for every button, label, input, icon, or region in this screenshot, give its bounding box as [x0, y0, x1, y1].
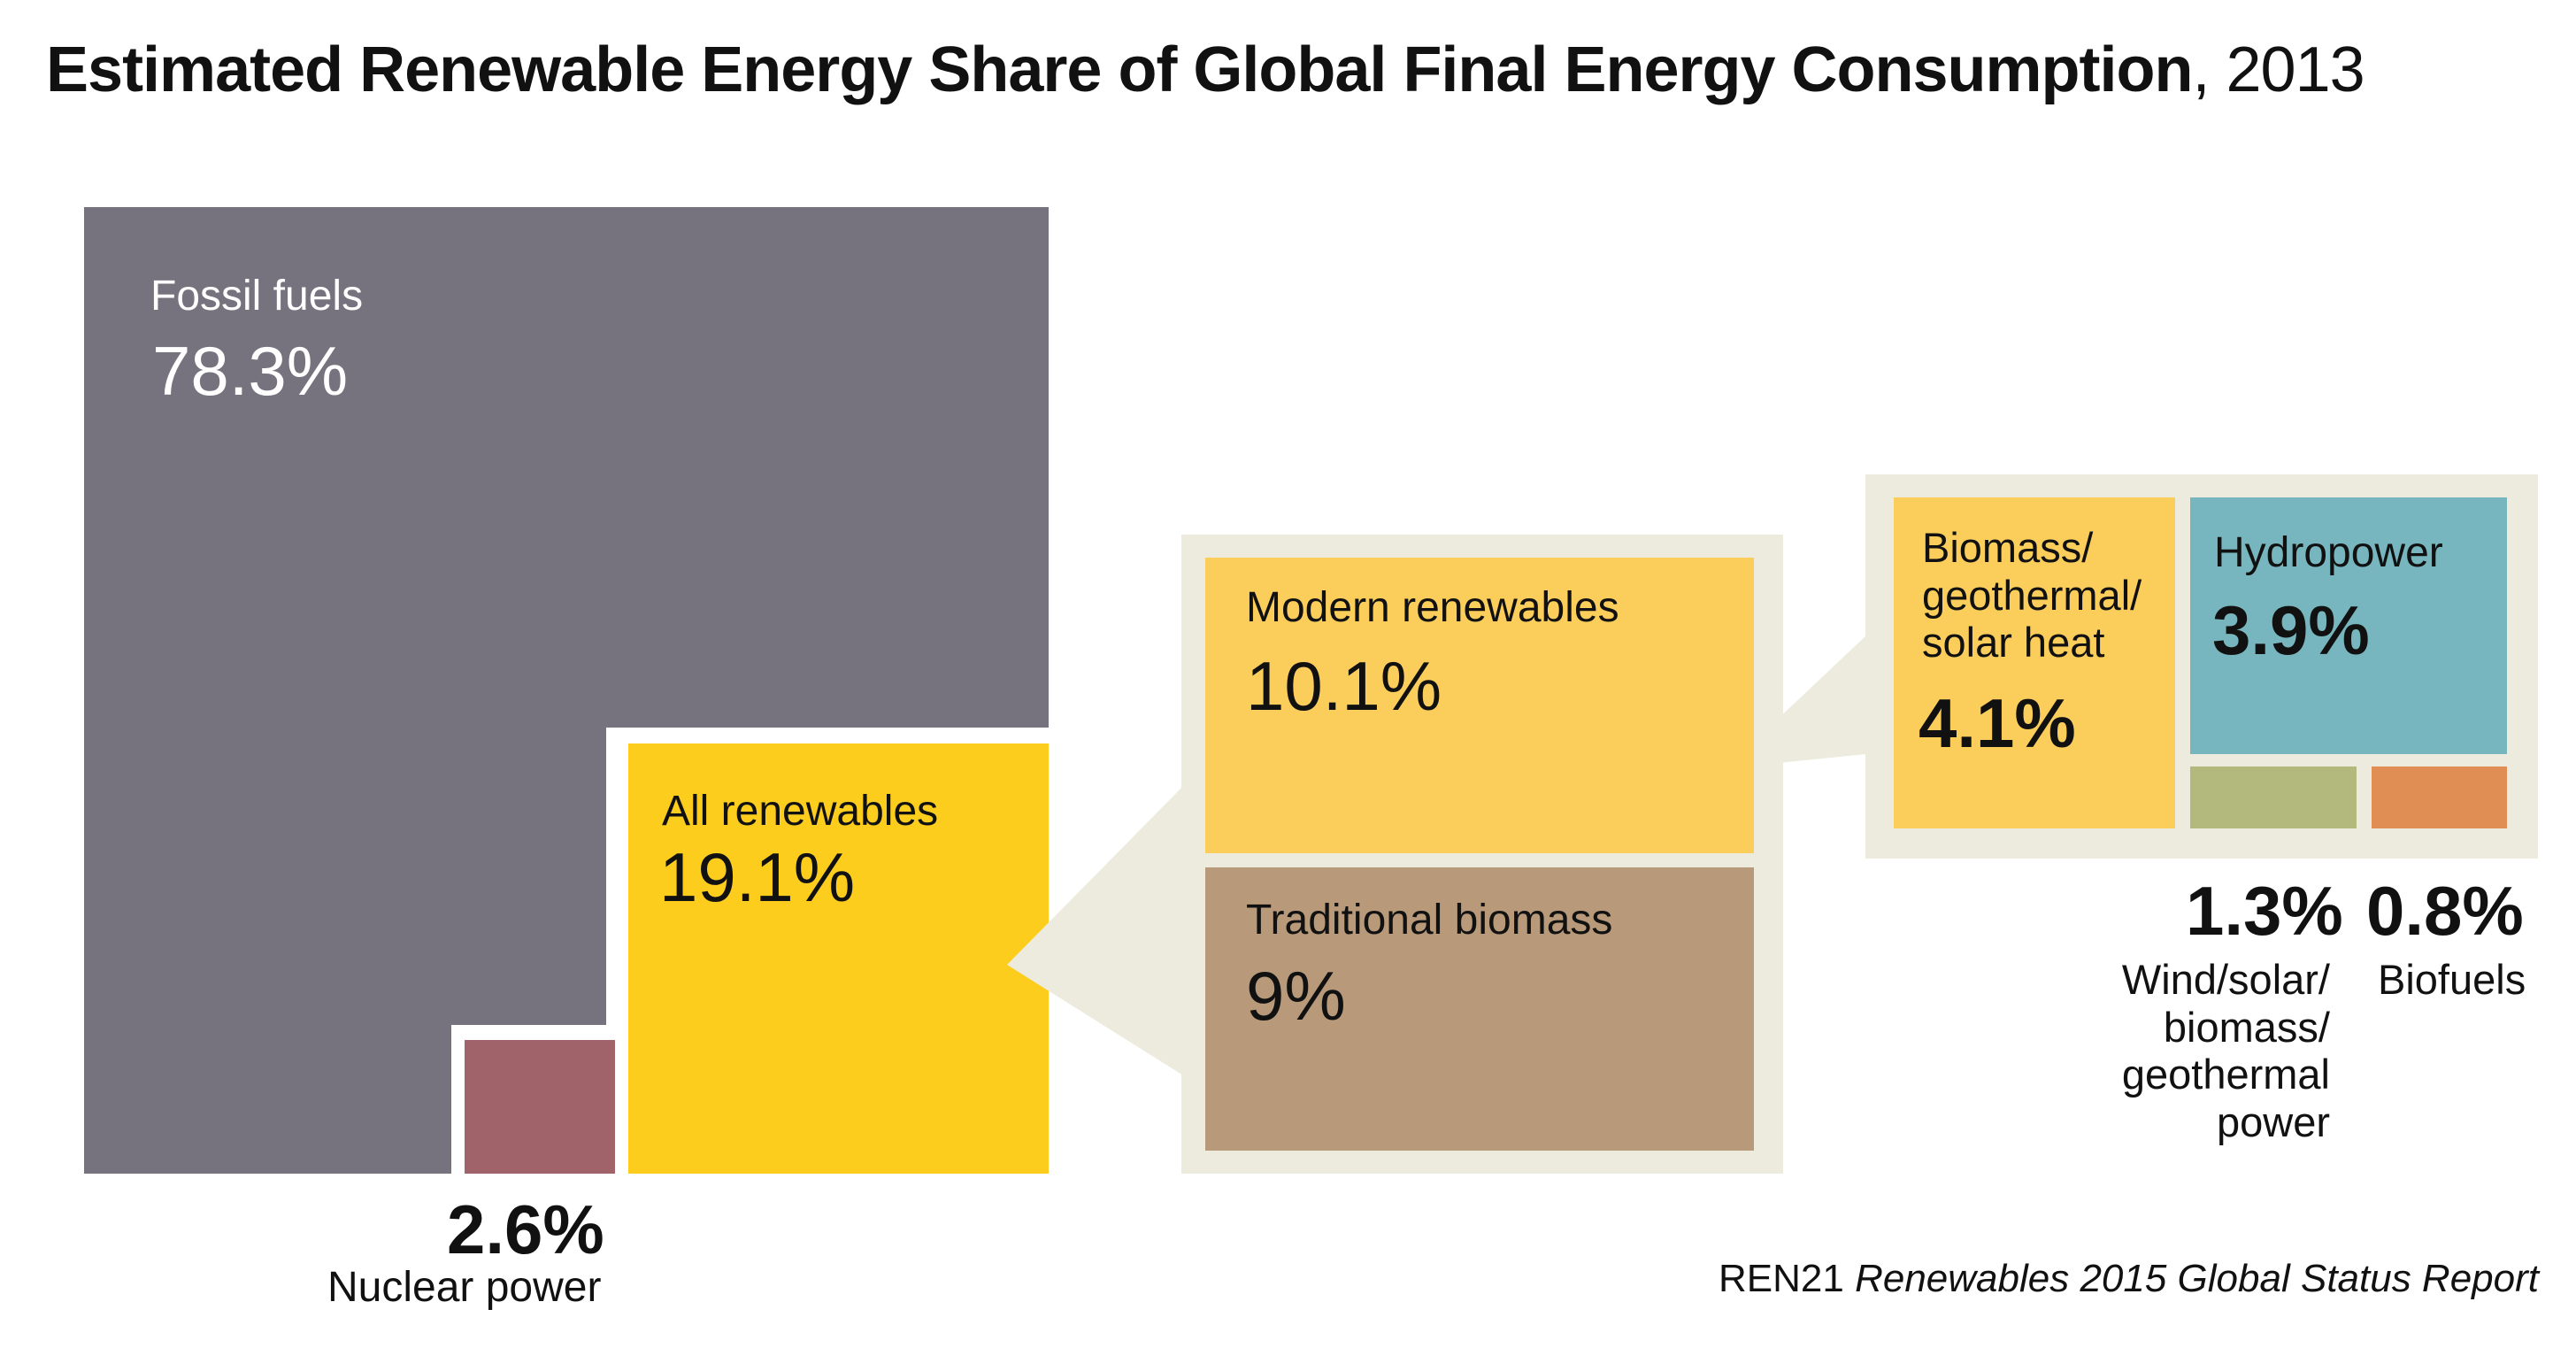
fossil-fuels-label: Fossil fuels: [150, 273, 364, 320]
wind-solar-value: 1.3%: [2186, 872, 2343, 950]
modern-renewables-label: Modern renewables: [1246, 584, 1619, 631]
biofuels-value: 0.8%: [2366, 872, 2524, 950]
traditional-biomass-label: Traditional biomass: [1246, 897, 1613, 944]
source-citation: REN21 Renewables 2015 Global Status Repo…: [1719, 1257, 2539, 1301]
all-renewables-block: [628, 743, 1049, 1174]
nuclear-power-block: [465, 1040, 615, 1174]
chart-title-main: Estimated Renewable Energy Share of Glob…: [46, 35, 2193, 105]
biofuels-block: [2372, 766, 2507, 828]
nuclear-power-value: 2.6%: [447, 1190, 604, 1268]
traditional-biomass-value: 9%: [1246, 957, 1346, 1035]
nuclear-power-label: Nuclear power: [327, 1264, 602, 1311]
wind-solar-label: Wind/solar/ biomass/ geothermal power: [2121, 956, 2330, 1145]
fossil-fuels-value: 78.3%: [152, 332, 349, 410]
source-report: Renewables 2015 Global Status Report: [1855, 1257, 2539, 1300]
chart-title: Estimated Renewable Energy Share of Glob…: [46, 34, 2365, 107]
modern-renewables-block: [1205, 558, 1754, 853]
source-org: REN21: [1719, 1257, 1844, 1300]
hydropower-block: [2190, 497, 2507, 754]
biomass-heat-label-line1: Biomass/ geothermal/ solar heat: [1922, 524, 2142, 666]
all-renewables-label: All renewables: [662, 788, 939, 835]
all-renewables-value: 19.1%: [659, 838, 856, 916]
biomass-heat-value: 4.1%: [1919, 684, 2076, 762]
hydropower-value: 3.9%: [2212, 591, 2370, 669]
wind-solar-block: [2190, 766, 2357, 828]
modern-renewables-value: 10.1%: [1246, 647, 1442, 725]
hydropower-label: Hydropower: [2214, 529, 2443, 576]
biofuels-label: Biofuels: [2378, 956, 2526, 1003]
chart-title-year: , 2013: [2192, 35, 2365, 105]
biomass-heat-block: [1894, 497, 2175, 828]
traditional-biomass-block: [1205, 867, 1754, 1151]
